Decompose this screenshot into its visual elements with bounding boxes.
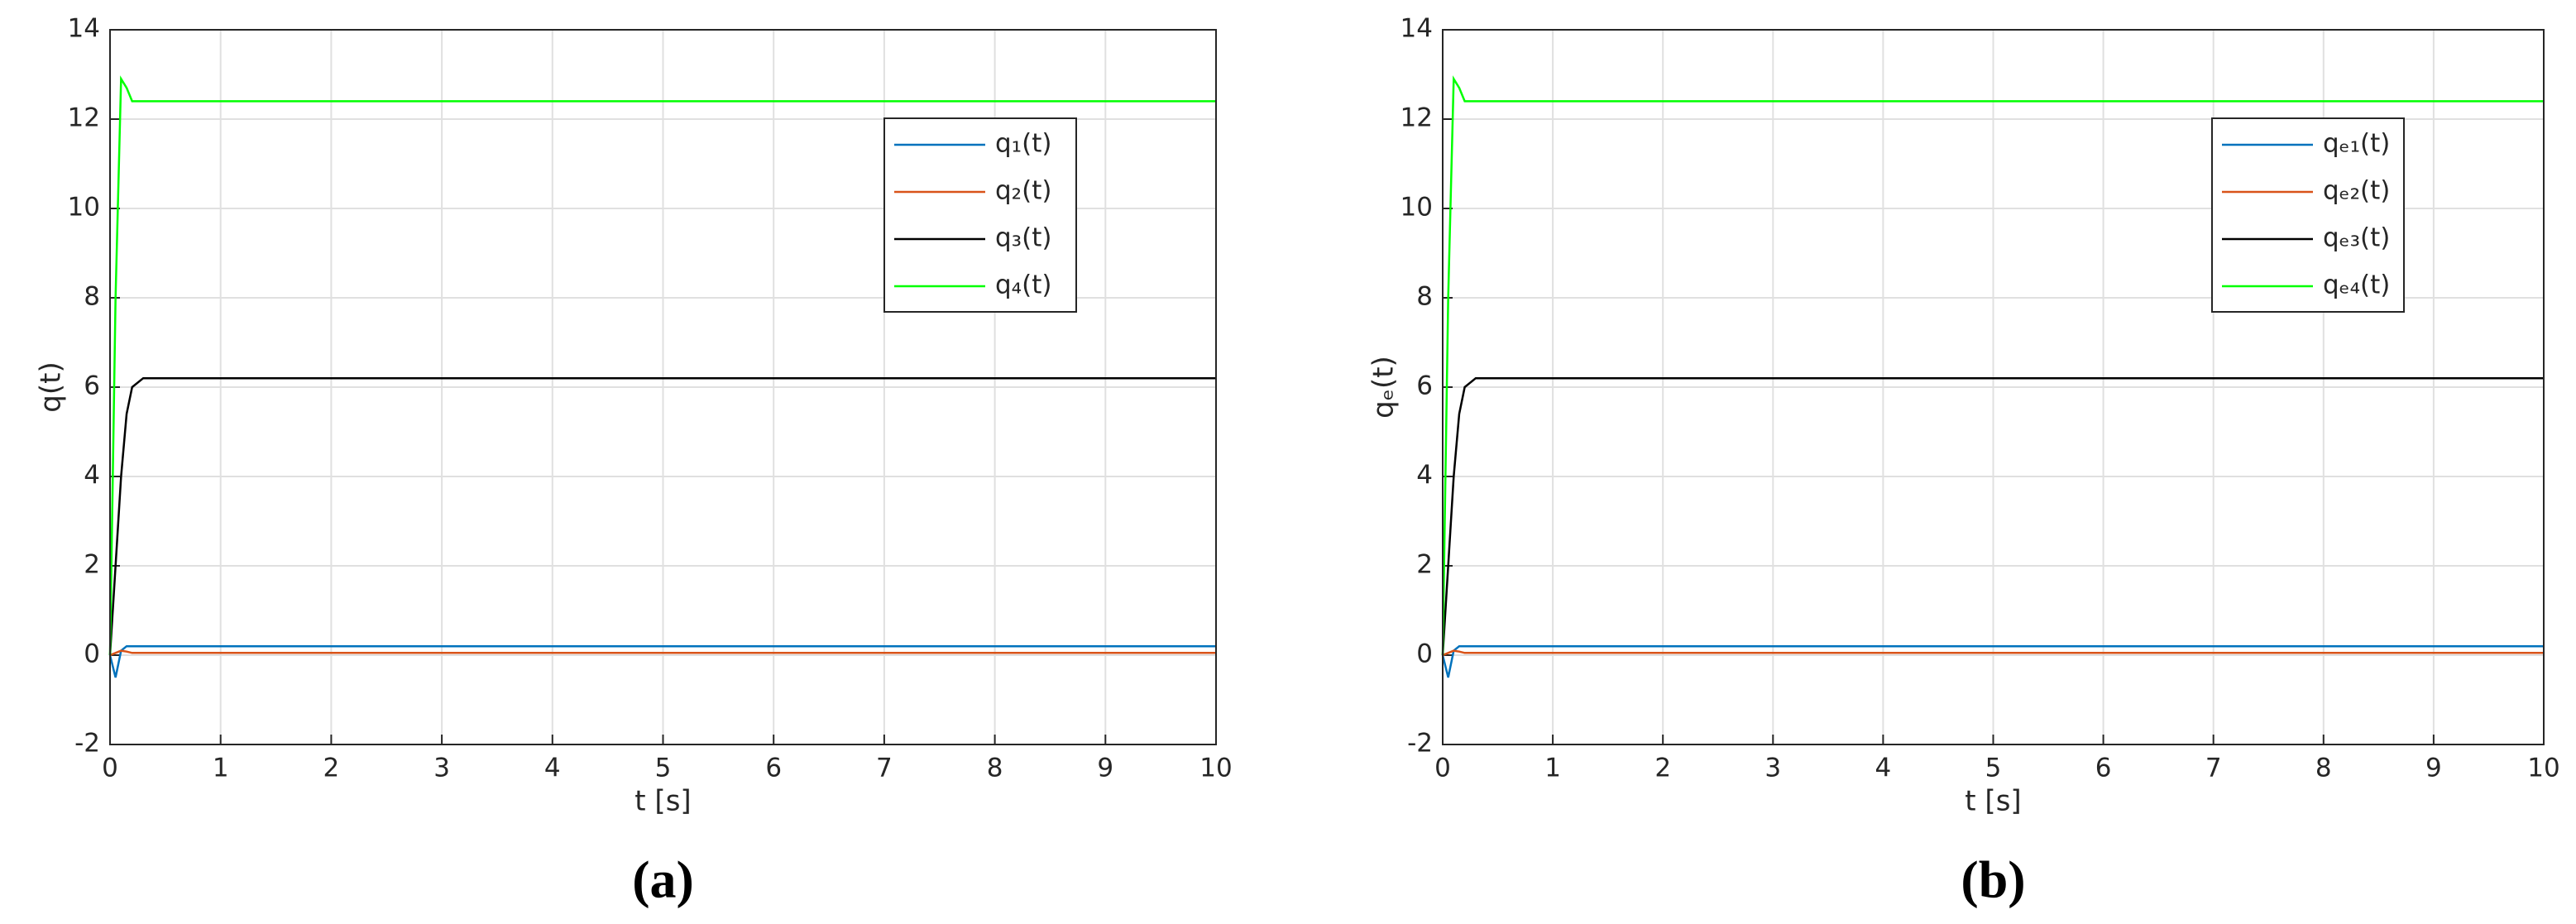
y-tick-label: 0 <box>84 639 100 669</box>
legend-label: q₂(t) <box>995 176 1051 206</box>
x-tick-label: 5 <box>655 754 672 783</box>
y-tick-label: 4 <box>84 461 100 491</box>
x-tick-label: 4 <box>1875 754 1892 783</box>
line <box>108 644 1216 678</box>
x-tick-label: 6 <box>765 754 782 783</box>
x-tick-label: 0 <box>1434 754 1451 783</box>
legend-label: qₑ₂(t) <box>2323 176 2390 206</box>
line <box>109 649 1216 657</box>
legend-box <box>2211 117 2405 313</box>
caption: (a) <box>632 850 694 909</box>
y-tick-label: 8 <box>1416 282 1433 312</box>
y-tick-label: -2 <box>74 729 100 759</box>
x-tick-label: 1 <box>1544 754 1561 783</box>
x-tick-label: 2 <box>1654 754 1671 783</box>
y-tick-label: 6 <box>84 371 100 401</box>
x-tick-label: 0 <box>102 754 118 783</box>
x-tick-label: 1 <box>213 754 229 783</box>
legend-label: qₑ₃(t) <box>2323 223 2390 253</box>
y-axis-label: q(t) <box>35 361 68 412</box>
x-tick-label: 7 <box>2205 754 2222 783</box>
y-tick-label: 2 <box>1416 550 1433 580</box>
line <box>1442 649 2544 657</box>
y-tick-label: 4 <box>1416 461 1433 491</box>
legend-label: q₄(t) <box>995 270 1051 300</box>
x-tick-label: 8 <box>987 754 1003 783</box>
legend-label: qₑ₄(t) <box>2323 270 2390 300</box>
x-tick-label: 9 <box>2425 754 2442 783</box>
y-tick-label: 12 <box>68 103 100 133</box>
x-tick-label: 5 <box>1985 754 2002 783</box>
legend-label: q₃(t) <box>995 223 1051 253</box>
y-tick-label: 0 <box>1416 639 1433 669</box>
caption: (b) <box>1961 850 2025 909</box>
y-tick-label: 2 <box>84 550 100 580</box>
y-tick-label: 12 <box>1401 103 1433 133</box>
x-tick-label: 3 <box>1764 754 1781 783</box>
y-tick-label: 10 <box>1401 193 1433 223</box>
legend-label: qₑ₁(t) <box>2323 129 2390 159</box>
x-tick-label: 4 <box>544 754 561 783</box>
x-tick-label: 7 <box>876 754 893 783</box>
y-axis-label: qₑ(t) <box>1367 356 1401 419</box>
x-tick-label: 6 <box>2095 754 2112 783</box>
axes-box <box>1442 29 2545 745</box>
x-tick-label: 3 <box>433 754 450 783</box>
y-tick-label: 14 <box>68 14 100 44</box>
legend-box <box>883 117 1077 313</box>
x-axis-label: t [s] <box>1965 785 2021 818</box>
x-tick-label: 10 <box>2527 754 2559 783</box>
y-tick-label: 10 <box>68 193 100 223</box>
y-tick-label: 6 <box>1416 371 1433 401</box>
line <box>108 75 1216 656</box>
x-tick-label: 2 <box>323 754 340 783</box>
x-tick-label: 8 <box>2315 754 2332 783</box>
x-axis-label: t [s] <box>634 785 691 818</box>
line <box>1441 75 2544 656</box>
legend-label: q₁(t) <box>995 129 1051 159</box>
line <box>1441 644 2544 678</box>
y-tick-label: 14 <box>1401 14 1433 44</box>
x-tick-label: 9 <box>1097 754 1113 783</box>
line <box>108 376 1216 656</box>
y-tick-label: 8 <box>84 282 100 312</box>
axes-box <box>109 29 1217 745</box>
y-tick-label: -2 <box>1407 729 1433 759</box>
x-tick-label: 10 <box>1199 754 1232 783</box>
line <box>1441 376 2544 656</box>
